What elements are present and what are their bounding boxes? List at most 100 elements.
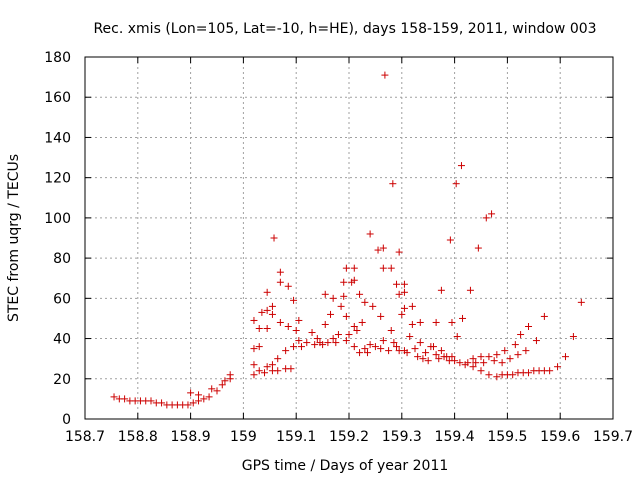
x-axis-label: GPS time / Days of year 2011 bbox=[242, 458, 449, 474]
data-point bbox=[292, 327, 300, 335]
data-point bbox=[395, 290, 403, 298]
data-point bbox=[287, 365, 295, 373]
data-point bbox=[361, 345, 369, 353]
data-point bbox=[422, 349, 430, 357]
data-point bbox=[493, 351, 501, 359]
y-tick-label: 60 bbox=[53, 291, 71, 307]
data-point bbox=[406, 333, 414, 341]
data-point bbox=[261, 369, 269, 377]
x-tick-label: 159 bbox=[230, 429, 257, 445]
data-point bbox=[284, 282, 292, 290]
data-point bbox=[469, 363, 477, 371]
data-point bbox=[393, 343, 401, 351]
data-point bbox=[147, 397, 155, 405]
y-tick-label: 180 bbox=[44, 50, 71, 66]
data-point bbox=[474, 244, 482, 252]
data-point bbox=[485, 371, 493, 379]
data-point bbox=[448, 353, 456, 361]
data-point bbox=[356, 349, 364, 357]
data-point bbox=[189, 399, 197, 407]
data-point bbox=[398, 310, 406, 318]
data-point bbox=[577, 298, 585, 306]
y-axis-tick-labels: 0 20 40 60 80 100 120 140 160 180 bbox=[44, 50, 71, 428]
y-tick-label: 100 bbox=[44, 211, 71, 227]
data-point bbox=[419, 355, 427, 363]
data-point bbox=[340, 292, 348, 300]
x-tick-label: 159.5 bbox=[487, 429, 527, 445]
data-point bbox=[469, 355, 477, 363]
data-point bbox=[329, 294, 337, 302]
data-point bbox=[295, 316, 303, 324]
data-point bbox=[329, 335, 337, 343]
data-point bbox=[514, 351, 522, 359]
data-point bbox=[221, 377, 229, 385]
data-point bbox=[213, 387, 221, 395]
data-point bbox=[226, 371, 234, 379]
data-point bbox=[408, 302, 416, 310]
data-point bbox=[400, 288, 408, 296]
data-point bbox=[327, 310, 335, 318]
data-point bbox=[250, 316, 258, 324]
data-point bbox=[250, 345, 258, 353]
data-point bbox=[437, 347, 445, 355]
data-point bbox=[250, 361, 258, 369]
data-point bbox=[452, 180, 460, 188]
data-point bbox=[324, 339, 332, 347]
x-tick-label: 159.7 bbox=[593, 429, 633, 445]
data-point bbox=[268, 361, 276, 369]
data-point bbox=[263, 363, 271, 371]
data-point bbox=[366, 230, 374, 238]
data-point bbox=[110, 393, 118, 401]
data-point bbox=[432, 351, 440, 359]
data-point bbox=[263, 325, 271, 332]
data-point bbox=[387, 264, 395, 272]
data-point bbox=[353, 327, 361, 335]
data-point bbox=[493, 373, 501, 381]
data-point bbox=[345, 331, 353, 339]
data-point bbox=[456, 359, 464, 367]
data-point bbox=[457, 162, 465, 170]
y-tick-label: 20 bbox=[53, 372, 71, 388]
data-point bbox=[554, 363, 562, 371]
data-point bbox=[321, 320, 329, 328]
data-point bbox=[284, 322, 292, 330]
data-point bbox=[321, 290, 329, 298]
data-point bbox=[477, 353, 485, 361]
data-point bbox=[435, 355, 443, 363]
data-point bbox=[366, 341, 374, 349]
data-point bbox=[387, 327, 395, 335]
data-point bbox=[350, 322, 358, 330]
y-tick-label: 0 bbox=[62, 412, 71, 428]
data-point bbox=[195, 391, 203, 399]
x-axis-tick-labels: 158.7 158.8 158.9 159 159.1 159.2 159.3 159.4 15… bbox=[65, 429, 633, 445]
y-tick-label: 80 bbox=[53, 251, 71, 267]
data-point bbox=[506, 355, 514, 363]
data-point bbox=[297, 343, 305, 351]
data-point bbox=[377, 345, 385, 353]
data-point bbox=[208, 385, 216, 393]
data-point bbox=[466, 286, 474, 294]
chart-title: Rec. xmis (Lon=105, Lat=-10, h=HE), days… bbox=[93, 21, 596, 37]
data-point bbox=[276, 278, 284, 286]
data-point bbox=[437, 286, 445, 294]
data-point bbox=[263, 306, 271, 314]
data-point bbox=[414, 353, 422, 361]
data-point bbox=[342, 264, 350, 272]
data-point bbox=[290, 343, 298, 351]
data-point bbox=[532, 337, 540, 345]
data-point bbox=[337, 302, 345, 310]
y-axis-label: STEC from uqrg / TECUs bbox=[6, 154, 22, 322]
data-point bbox=[363, 349, 371, 357]
data-point bbox=[332, 339, 340, 347]
x-tick-label: 159.2 bbox=[329, 429, 369, 445]
data-point bbox=[255, 367, 263, 375]
data-point bbox=[303, 339, 311, 347]
data-point bbox=[569, 333, 577, 341]
data-point bbox=[276, 318, 284, 326]
data-point bbox=[250, 371, 258, 379]
data-point bbox=[263, 288, 271, 296]
data-point bbox=[416, 318, 424, 326]
data-point bbox=[385, 347, 393, 355]
data-point bbox=[448, 318, 456, 326]
data-point bbox=[340, 278, 348, 286]
